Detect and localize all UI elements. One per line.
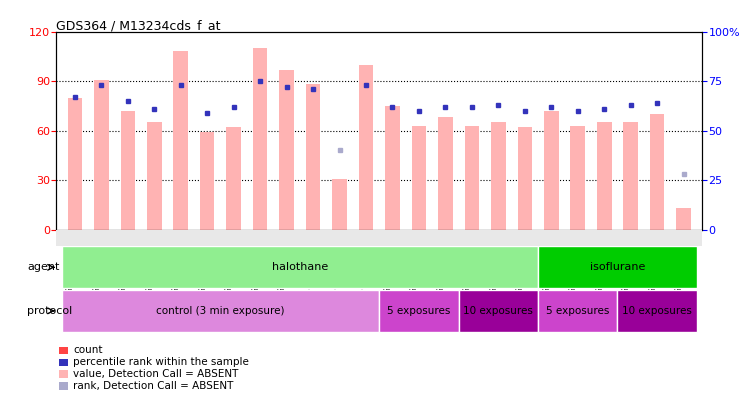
Bar: [617, 290, 697, 332]
Text: halothane: halothane: [272, 262, 328, 272]
Bar: [379, 290, 459, 332]
Text: 10 exposures: 10 exposures: [623, 306, 692, 316]
Bar: [538, 290, 617, 332]
Bar: [200, 132, 215, 230]
Bar: [306, 84, 321, 230]
Bar: [68, 98, 82, 230]
Text: value, Detection Call = ABSENT: value, Detection Call = ABSENT: [74, 369, 239, 379]
Text: count: count: [74, 345, 103, 356]
Text: control (3 min exposure): control (3 min exposure): [156, 306, 285, 316]
Bar: [491, 122, 505, 230]
Bar: [544, 111, 559, 230]
Bar: [59, 358, 68, 366]
Bar: [538, 246, 697, 288]
Bar: [253, 48, 267, 230]
Bar: [59, 370, 68, 378]
Bar: [677, 208, 691, 230]
Text: agent: agent: [27, 262, 59, 272]
Bar: [465, 126, 479, 230]
Bar: [385, 106, 400, 230]
Bar: [650, 114, 665, 230]
Bar: [59, 346, 68, 354]
Bar: [332, 179, 347, 230]
Text: 5 exposures: 5 exposures: [546, 306, 610, 316]
Bar: [62, 246, 538, 288]
Bar: [226, 128, 241, 230]
Bar: [94, 80, 109, 230]
Bar: [59, 382, 68, 390]
Bar: [412, 126, 427, 230]
Text: protocol: protocol: [27, 306, 72, 316]
Text: rank, Detection Call = ABSENT: rank, Detection Call = ABSENT: [74, 381, 234, 391]
Bar: [597, 122, 611, 230]
Bar: [173, 51, 188, 230]
Bar: [147, 122, 161, 230]
Bar: [517, 128, 532, 230]
Bar: [571, 126, 585, 230]
Bar: [279, 70, 294, 230]
Bar: [438, 118, 453, 230]
Bar: [623, 122, 638, 230]
Text: percentile rank within the sample: percentile rank within the sample: [74, 357, 249, 367]
Bar: [120, 111, 135, 230]
Text: isoflurane: isoflurane: [590, 262, 645, 272]
Bar: [62, 290, 379, 332]
Bar: [359, 65, 373, 230]
Text: GDS364 / M13234cds_f_at: GDS364 / M13234cds_f_at: [56, 19, 221, 32]
Text: 5 exposures: 5 exposures: [388, 306, 451, 316]
Text: 10 exposures: 10 exposures: [463, 306, 533, 316]
Bar: [459, 290, 538, 332]
